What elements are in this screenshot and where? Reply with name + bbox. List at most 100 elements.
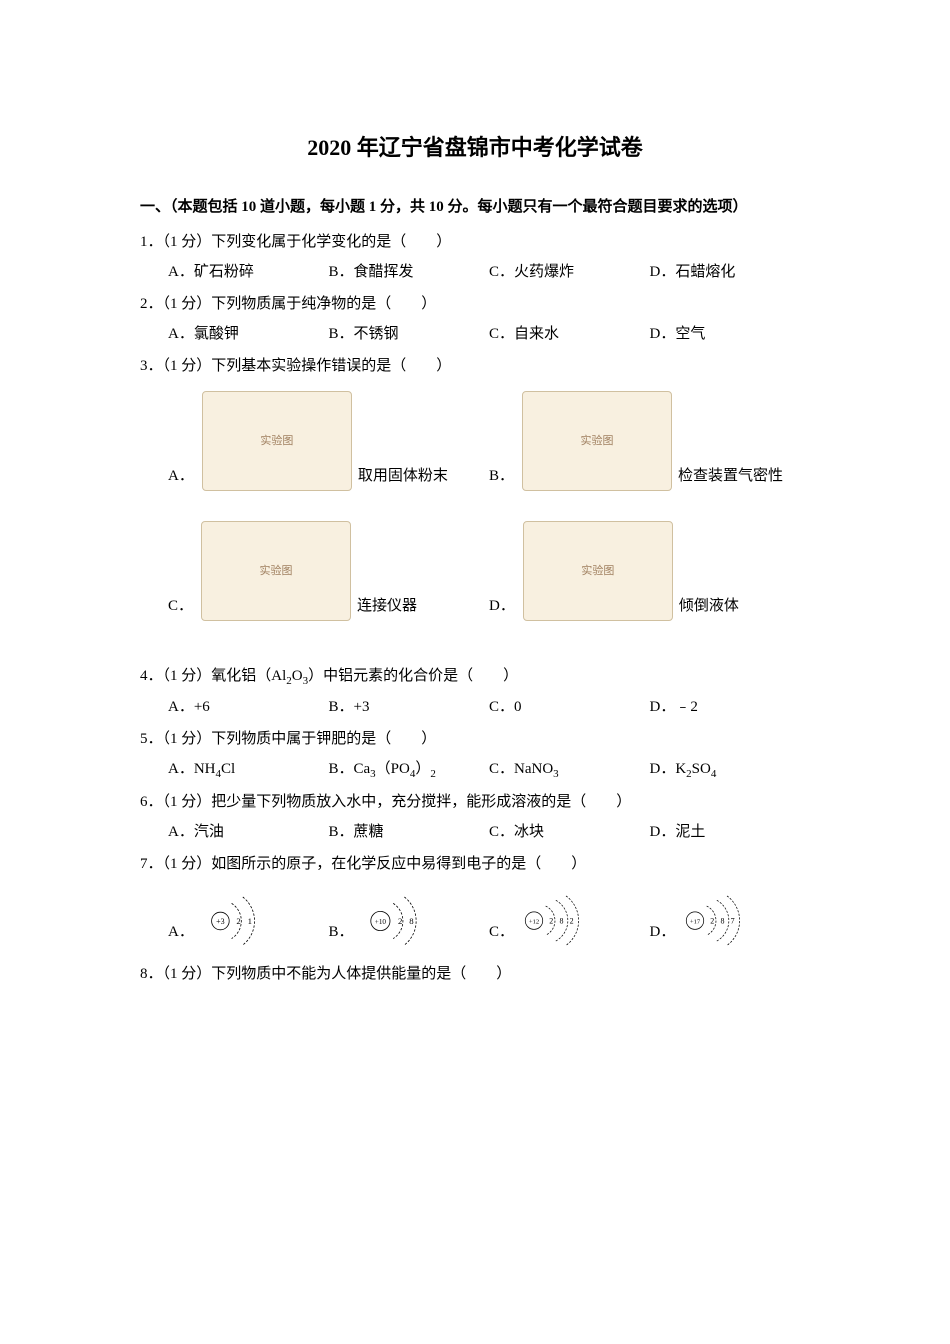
- opt-label: B．: [329, 917, 354, 947]
- opt-text: D．空气: [650, 319, 706, 349]
- opt-label: C．: [489, 917, 514, 947]
- svg-text:+12: +12: [529, 919, 539, 926]
- formula-part: Cl: [221, 761, 235, 777]
- q7-option-a: A． +3 2 1: [168, 887, 329, 947]
- svg-text:2: 2: [398, 916, 402, 926]
- opt-caption: 取用固体粉末: [358, 461, 448, 491]
- q1-stem: 1．（1 分）下列变化属于化学变化的是（ ）: [140, 227, 810, 257]
- opt-text: C．火药爆炸: [489, 257, 574, 287]
- q7-option-b: B． +10 2 8: [329, 887, 490, 947]
- opt-text: A．汽油: [168, 817, 224, 847]
- formula-part: D．K: [650, 761, 687, 777]
- opt-text: A．+6: [168, 692, 210, 722]
- opt-text: A．NH4Cl: [168, 754, 235, 785]
- opt-label: A．: [168, 461, 194, 491]
- svg-text:2: 2: [570, 917, 574, 926]
- opt-text: A．氯酸钾: [168, 319, 239, 349]
- opt-text: C．自来水: [489, 319, 559, 349]
- q2-option-a: A．氯酸钾: [168, 319, 329, 349]
- question-1: 1．（1 分）下列变化属于化学变化的是（ ） A．矿石粉碎 B．食醋挥发 C．火…: [140, 227, 810, 287]
- formula-part: （PO: [376, 761, 410, 777]
- svg-text:+17: +17: [690, 919, 701, 926]
- opt-label: D．: [489, 591, 515, 621]
- opt-label: C．: [168, 591, 193, 621]
- opt-caption: 检查装置气密性: [678, 461, 783, 491]
- opt-text: D．﹣2: [650, 692, 698, 722]
- q1-option-b: B．食醋挥发: [329, 257, 490, 287]
- svg-text:+3: +3: [216, 917, 225, 926]
- q3-stem: 3．（1 分）下列基本实验操作错误的是（ ）: [140, 351, 810, 381]
- q6-stem: 6．（1 分）把少量下列物质放入水中，充分搅拌，能形成溶液的是（ ）: [140, 787, 810, 817]
- svg-text:8: 8: [409, 916, 414, 926]
- subscript: 2: [430, 768, 436, 780]
- svg-text:8: 8: [559, 917, 563, 926]
- q4-option-a: A．+6: [168, 692, 329, 722]
- opt-text: C．0: [489, 692, 522, 722]
- q5-stem: 5．（1 分）下列物质中属于钾肥的是（ ）: [140, 724, 810, 754]
- stem-part: O: [292, 668, 303, 684]
- svg-text:8: 8: [721, 917, 725, 926]
- svg-text:2: 2: [549, 917, 553, 926]
- atom-diagram-icon: +12 2 8 2: [518, 887, 598, 947]
- opt-text: D．石蜡熔化: [650, 257, 736, 287]
- q2-options: A．氯酸钾 B．不锈钢 C．自来水 D．空气: [140, 319, 810, 349]
- formula-part: SO: [692, 761, 711, 777]
- q6-option-b: B．蔗糖: [329, 817, 490, 847]
- q5-option-c: C．NaNO3: [489, 754, 650, 785]
- q4-options: A．+6 B．+3 C．0 D．﹣2: [140, 692, 810, 722]
- stem-part: 4．（1 分）氧化铝（Al: [140, 668, 286, 684]
- section-header: 一、（本题包括 10 道小题，每小题 1 分，共 10 分。每小题只有一个最符合…: [140, 192, 810, 222]
- q1-option-d: D．石蜡熔化: [650, 257, 811, 287]
- svg-text:7: 7: [731, 917, 735, 926]
- q1-option-a: A．矿石粉碎: [168, 257, 329, 287]
- q1-options: A．矿石粉碎 B．食醋挥发 C．火药爆炸 D．石蜡熔化: [140, 257, 810, 287]
- q7-options: A． +3 2 1 B． +10 2 8 C．: [140, 887, 810, 947]
- svg-text:+10: +10: [374, 918, 386, 926]
- q3-option-d: D． 实验图 倾倒液体: [489, 521, 810, 621]
- opt-text: C．冰块: [489, 817, 544, 847]
- q3-options: A． 实验图 取用固体粉末 B． 实验图 检查装置气密性 C． 实验图 连接仪器…: [140, 391, 810, 651]
- experiment-image: 实验图: [522, 391, 672, 491]
- svg-text:2: 2: [236, 916, 240, 926]
- question-8: 8．（1 分）下列物质中不能为人体提供能量的是（ ）: [140, 959, 810, 989]
- q2-option-b: B．不锈钢: [329, 319, 490, 349]
- opt-text: D．K2SO4: [650, 754, 717, 785]
- q5-options: A．NH4Cl B．Ca3（PO4）2 C．NaNO3 D．K2SO4: [140, 754, 810, 785]
- formula-part: A．NH: [168, 761, 216, 777]
- q7-option-c: C． +12 2 8 2: [489, 887, 650, 947]
- opt-caption: 连接仪器: [357, 591, 417, 621]
- q5-option-a: A．NH4Cl: [168, 754, 329, 785]
- q6-option-c: C．冰块: [489, 817, 650, 847]
- question-2: 2．（1 分）下列物质属于纯净物的是（ ） A．氯酸钾 B．不锈钢 C．自来水 …: [140, 289, 810, 349]
- q6-options: A．汽油 B．蔗糖 C．冰块 D．泥土: [140, 817, 810, 847]
- formula-part: C．NaNO: [489, 761, 553, 777]
- q7-option-d: D． +17 2 8 7: [650, 887, 811, 947]
- stem-part: ）中铝元素的化合价是（ ）: [308, 668, 518, 684]
- q3-option-b: B． 实验图 检查装置气密性: [489, 391, 810, 491]
- q4-option-d: D．﹣2: [650, 692, 811, 722]
- q7-stem: 7．（1 分）如图所示的原子，在化学反应中易得到电子的是（ ）: [140, 849, 810, 879]
- question-6: 6．（1 分）把少量下列物质放入水中，充分搅拌，能形成溶液的是（ ） A．汽油 …: [140, 787, 810, 847]
- q6-option-d: D．泥土: [650, 817, 811, 847]
- q5-option-d: D．K2SO4: [650, 754, 811, 785]
- q4-option-c: C．0: [489, 692, 650, 722]
- subscript: 3: [553, 768, 559, 780]
- q3-option-c: C． 实验图 连接仪器: [168, 521, 489, 621]
- formula-part: ）: [415, 761, 430, 777]
- question-3: 3．（1 分）下列基本实验操作错误的是（ ） A． 实验图 取用固体粉末 B． …: [140, 351, 810, 651]
- opt-label: A．: [168, 917, 194, 947]
- svg-text:2: 2: [711, 917, 715, 926]
- experiment-image: 实验图: [523, 521, 673, 621]
- opt-text: B．食醋挥发: [329, 257, 414, 287]
- q5-option-b: B．Ca3（PO4）2: [329, 754, 490, 785]
- opt-caption: 倾倒液体: [679, 591, 739, 621]
- q4-stem: 4．（1 分）氧化铝（Al2O3）中铝元素的化合价是（ ）: [140, 661, 810, 692]
- experiment-image: 实验图: [202, 391, 352, 491]
- question-5: 5．（1 分）下列物质中属于钾肥的是（ ） A．NH4Cl B．Ca3（PO4）…: [140, 724, 810, 785]
- opt-text: B．蔗糖: [329, 817, 384, 847]
- atom-diagram-icon: +10 2 8: [358, 887, 438, 947]
- q2-stem: 2．（1 分）下列物质属于纯净物的是（ ）: [140, 289, 810, 319]
- atom-diagram-icon: +17 2 8 7: [679, 887, 759, 947]
- q2-option-d: D．空气: [650, 319, 811, 349]
- svg-text:1: 1: [247, 916, 251, 926]
